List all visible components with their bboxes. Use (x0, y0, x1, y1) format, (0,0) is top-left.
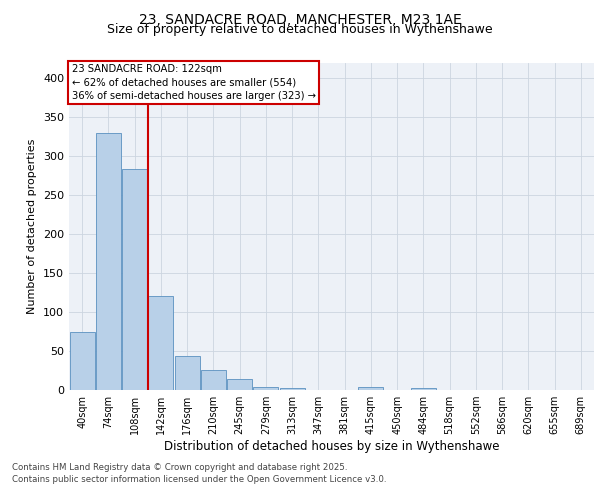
Text: 23 SANDACRE ROAD: 122sqm
← 62% of detached houses are smaller (554)
36% of semi-: 23 SANDACRE ROAD: 122sqm ← 62% of detach… (71, 64, 316, 100)
Text: Size of property relative to detached houses in Wythenshawe: Size of property relative to detached ho… (107, 24, 493, 36)
Bar (227, 379, 252, 390)
Bar (411, 388, 436, 390)
Y-axis label: Number of detached properties: Number of detached properties (28, 138, 37, 314)
Bar (96, 132, 121, 390)
Text: Contains HM Land Registry data © Crown copyright and database right 2025.: Contains HM Land Registry data © Crown c… (12, 464, 347, 472)
Bar (253, 387, 278, 390)
X-axis label: Distribution of detached houses by size in Wythenshawe: Distribution of detached houses by size … (164, 440, 499, 453)
Bar (148, 296, 173, 390)
Bar (122, 170, 147, 390)
Text: Contains public sector information licensed under the Open Government Licence v3: Contains public sector information licen… (12, 475, 386, 484)
Bar (358, 387, 383, 390)
Bar (201, 370, 226, 390)
Text: 23, SANDACRE ROAD, MANCHESTER, M23 1AE: 23, SANDACRE ROAD, MANCHESTER, M23 1AE (139, 12, 461, 26)
Bar (280, 388, 305, 390)
Bar (175, 356, 200, 390)
Bar (70, 332, 95, 390)
